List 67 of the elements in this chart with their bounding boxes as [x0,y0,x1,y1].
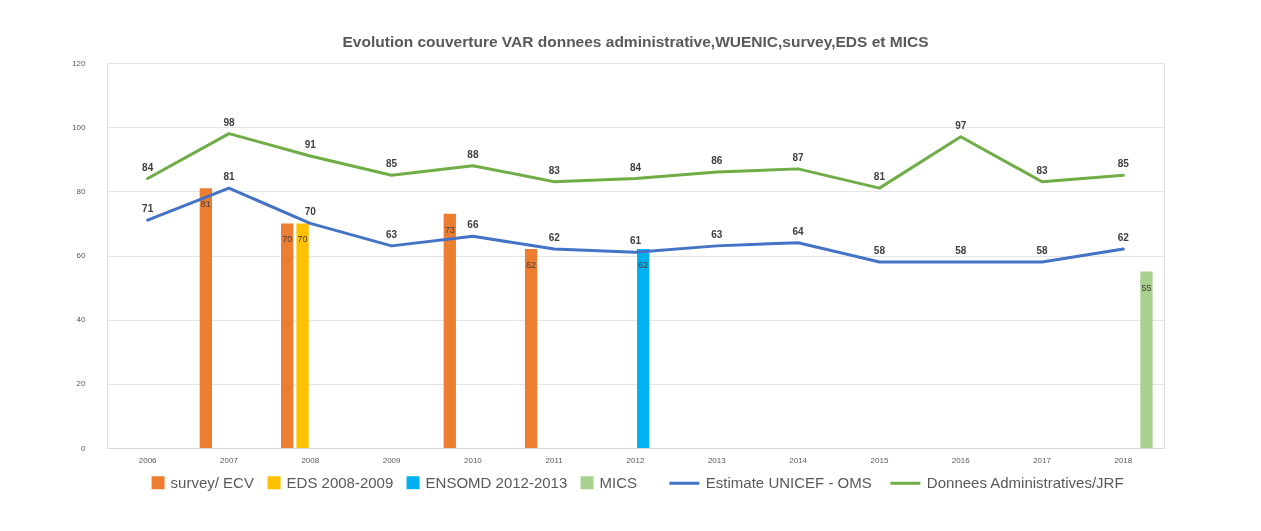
data-label: 61 [629,235,642,247]
data-label: 84 [629,161,642,173]
y-tick-label: 0 [81,443,87,453]
x-tick-label: 2008 [301,455,320,465]
bar [1140,271,1153,448]
x-tick-label: 2010 [463,455,483,465]
data-label: 84 [142,161,154,173]
bar [637,249,650,448]
data-label: 83 [1036,164,1049,176]
data-label: 81 [200,199,211,210]
data-label: 63 [711,228,723,240]
legend-label: Estimate UNICEF - OMS [705,474,872,492]
x-tick-label: 2007 [220,455,239,465]
x-tick-label: 2015 [870,455,889,465]
x-tick-label: 2018 [1114,455,1133,465]
legend-label: ENSOMD 2012-2013 [425,473,568,491]
data-label: 87 [792,151,805,163]
y-tick-label: 100 [72,122,87,132]
data-label: 62 [526,260,537,271]
data-label: 71 [142,203,154,215]
data-label: 62 [1117,232,1130,244]
data-label: 83 [548,164,561,176]
data-label: 81 [223,171,235,183]
y-tick-label: 60 [76,251,87,260]
data-label: 97 [955,119,967,131]
bar [524,249,538,448]
x-tick-label: 2017 [1033,455,1052,465]
data-label: 58 [955,244,967,256]
x-tick-label: 2009 [382,455,402,465]
data-label: 86 [711,155,723,167]
legend-label: EDS 2008-2009 [286,473,394,491]
bar [443,213,456,448]
x-tick-label: 2012 [626,455,645,465]
legend-label: survey/ ECV [170,473,254,491]
x-tick-label: 2014 [789,455,808,465]
data-label: 55 [1141,282,1152,293]
bar [296,223,309,448]
legend-label: MICS [599,473,638,491]
data-label: 73 [444,224,455,235]
data-label: 58 [873,244,886,256]
data-label: 70 [282,234,293,245]
bar [199,188,213,448]
data-label: 62 [548,232,561,244]
data-label: 81 [873,171,886,183]
data-label: 98 [223,116,235,128]
data-label: 58 [1036,244,1049,256]
data-label: 85 [1117,158,1130,170]
x-tick-label: 2013 [707,455,727,465]
data-label: 70 [297,234,308,245]
data-label: 62 [638,260,649,271]
legend-label: Donnees Administratives/JRF [926,474,1124,492]
bar [281,223,294,448]
y-tick-label: 20 [76,379,87,389]
x-tick-label: 2011 [545,455,564,465]
y-tick-label: 40 [76,315,87,325]
data-label: 66 [467,219,479,231]
x-tick-label: 2006 [138,455,158,465]
y-tick-label: 120 [72,58,87,68]
y-tick-label: 80 [76,186,87,196]
data-label: 88 [467,148,479,160]
data-label: 70 [304,206,317,218]
x-tick-label: 2016 [951,455,971,465]
data-label: 64 [792,225,805,237]
data-label: 91 [304,139,317,151]
data-label: 63 [386,228,398,240]
data-label: 85 [386,158,398,170]
chart-title: Evolution couverture VAR donnees administrative,WUENIC,survey,EDS et MICS [342,32,929,50]
